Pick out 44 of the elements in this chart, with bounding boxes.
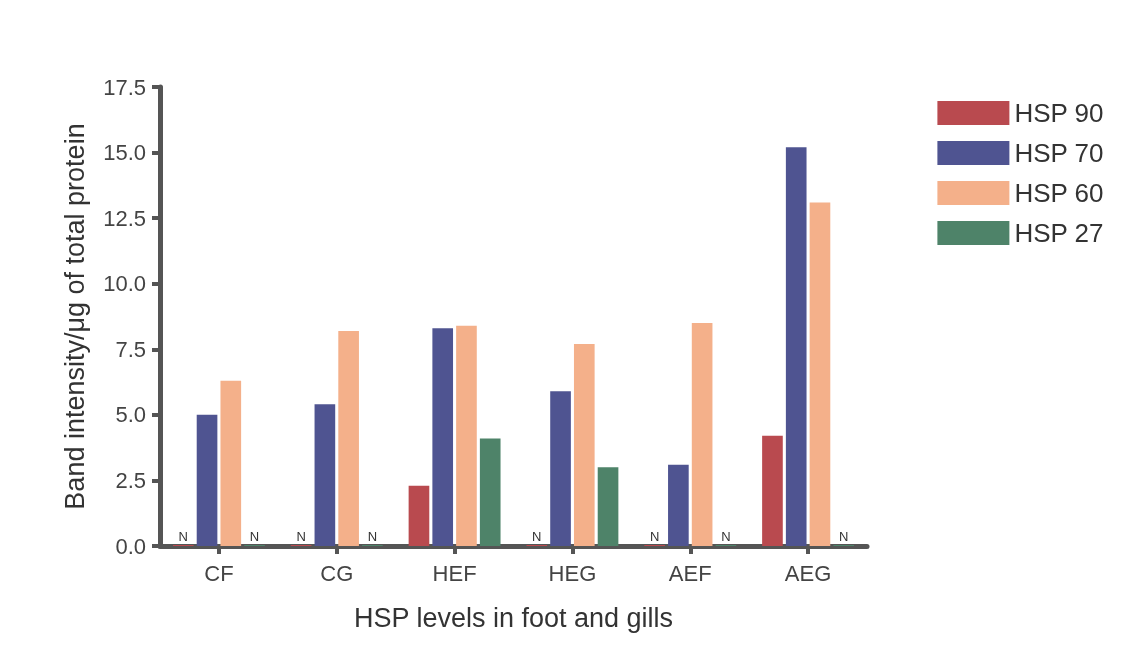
data-label: N (649, 529, 660, 544)
y-tick-label: 10.0 (103, 271, 146, 297)
bar (691, 323, 713, 546)
data-label: N (249, 529, 260, 544)
bar (196, 414, 218, 546)
bar (573, 344, 595, 546)
bar (220, 380, 242, 546)
x-tick-label: HEF (432, 560, 477, 586)
legend-label: HSP 90 (1014, 98, 1104, 128)
y-axis-title: Band intensity/μg of total protein (59, 123, 90, 510)
data-label: N (839, 529, 849, 544)
x-tick-label: CF (204, 560, 234, 586)
y-tick-label: 17.5 (103, 74, 146, 100)
bar (338, 330, 359, 546)
bar (432, 328, 454, 546)
bar (479, 438, 501, 546)
bar (809, 202, 831, 546)
data-label: N (296, 529, 306, 544)
bar (597, 467, 619, 546)
bar (785, 147, 807, 546)
x-tick-label: AEF (668, 560, 712, 586)
data-label: N (721, 529, 731, 544)
x-tick-label: AEG (784, 560, 832, 586)
x-tick-label: CG (320, 560, 354, 586)
y-tick-label: 5.0 (115, 402, 146, 428)
x-tick-label: HEG (548, 560, 597, 586)
data-label: N (367, 529, 378, 544)
bar (408, 485, 430, 546)
bar (550, 391, 571, 546)
bar (456, 325, 477, 546)
legend-label: HSP 27 (1014, 218, 1104, 248)
data-label: N (532, 529, 542, 544)
y-tick-label: 12.5 (103, 205, 146, 231)
bar (668, 464, 689, 546)
x-axis-title: HSP levels in foot and gills (353, 602, 674, 633)
bar (762, 435, 783, 546)
y-tick-label: 2.5 (115, 467, 146, 493)
legend-label: HSP 60 (1014, 178, 1104, 208)
legend-label: HSP 70 (1014, 138, 1104, 168)
y-tick-label: 7.5 (115, 336, 146, 362)
y-tick-label: 0.0 (115, 533, 146, 559)
data-label: N (178, 529, 188, 544)
y-tick-label: 15.0 (103, 140, 146, 166)
bar (314, 404, 336, 546)
